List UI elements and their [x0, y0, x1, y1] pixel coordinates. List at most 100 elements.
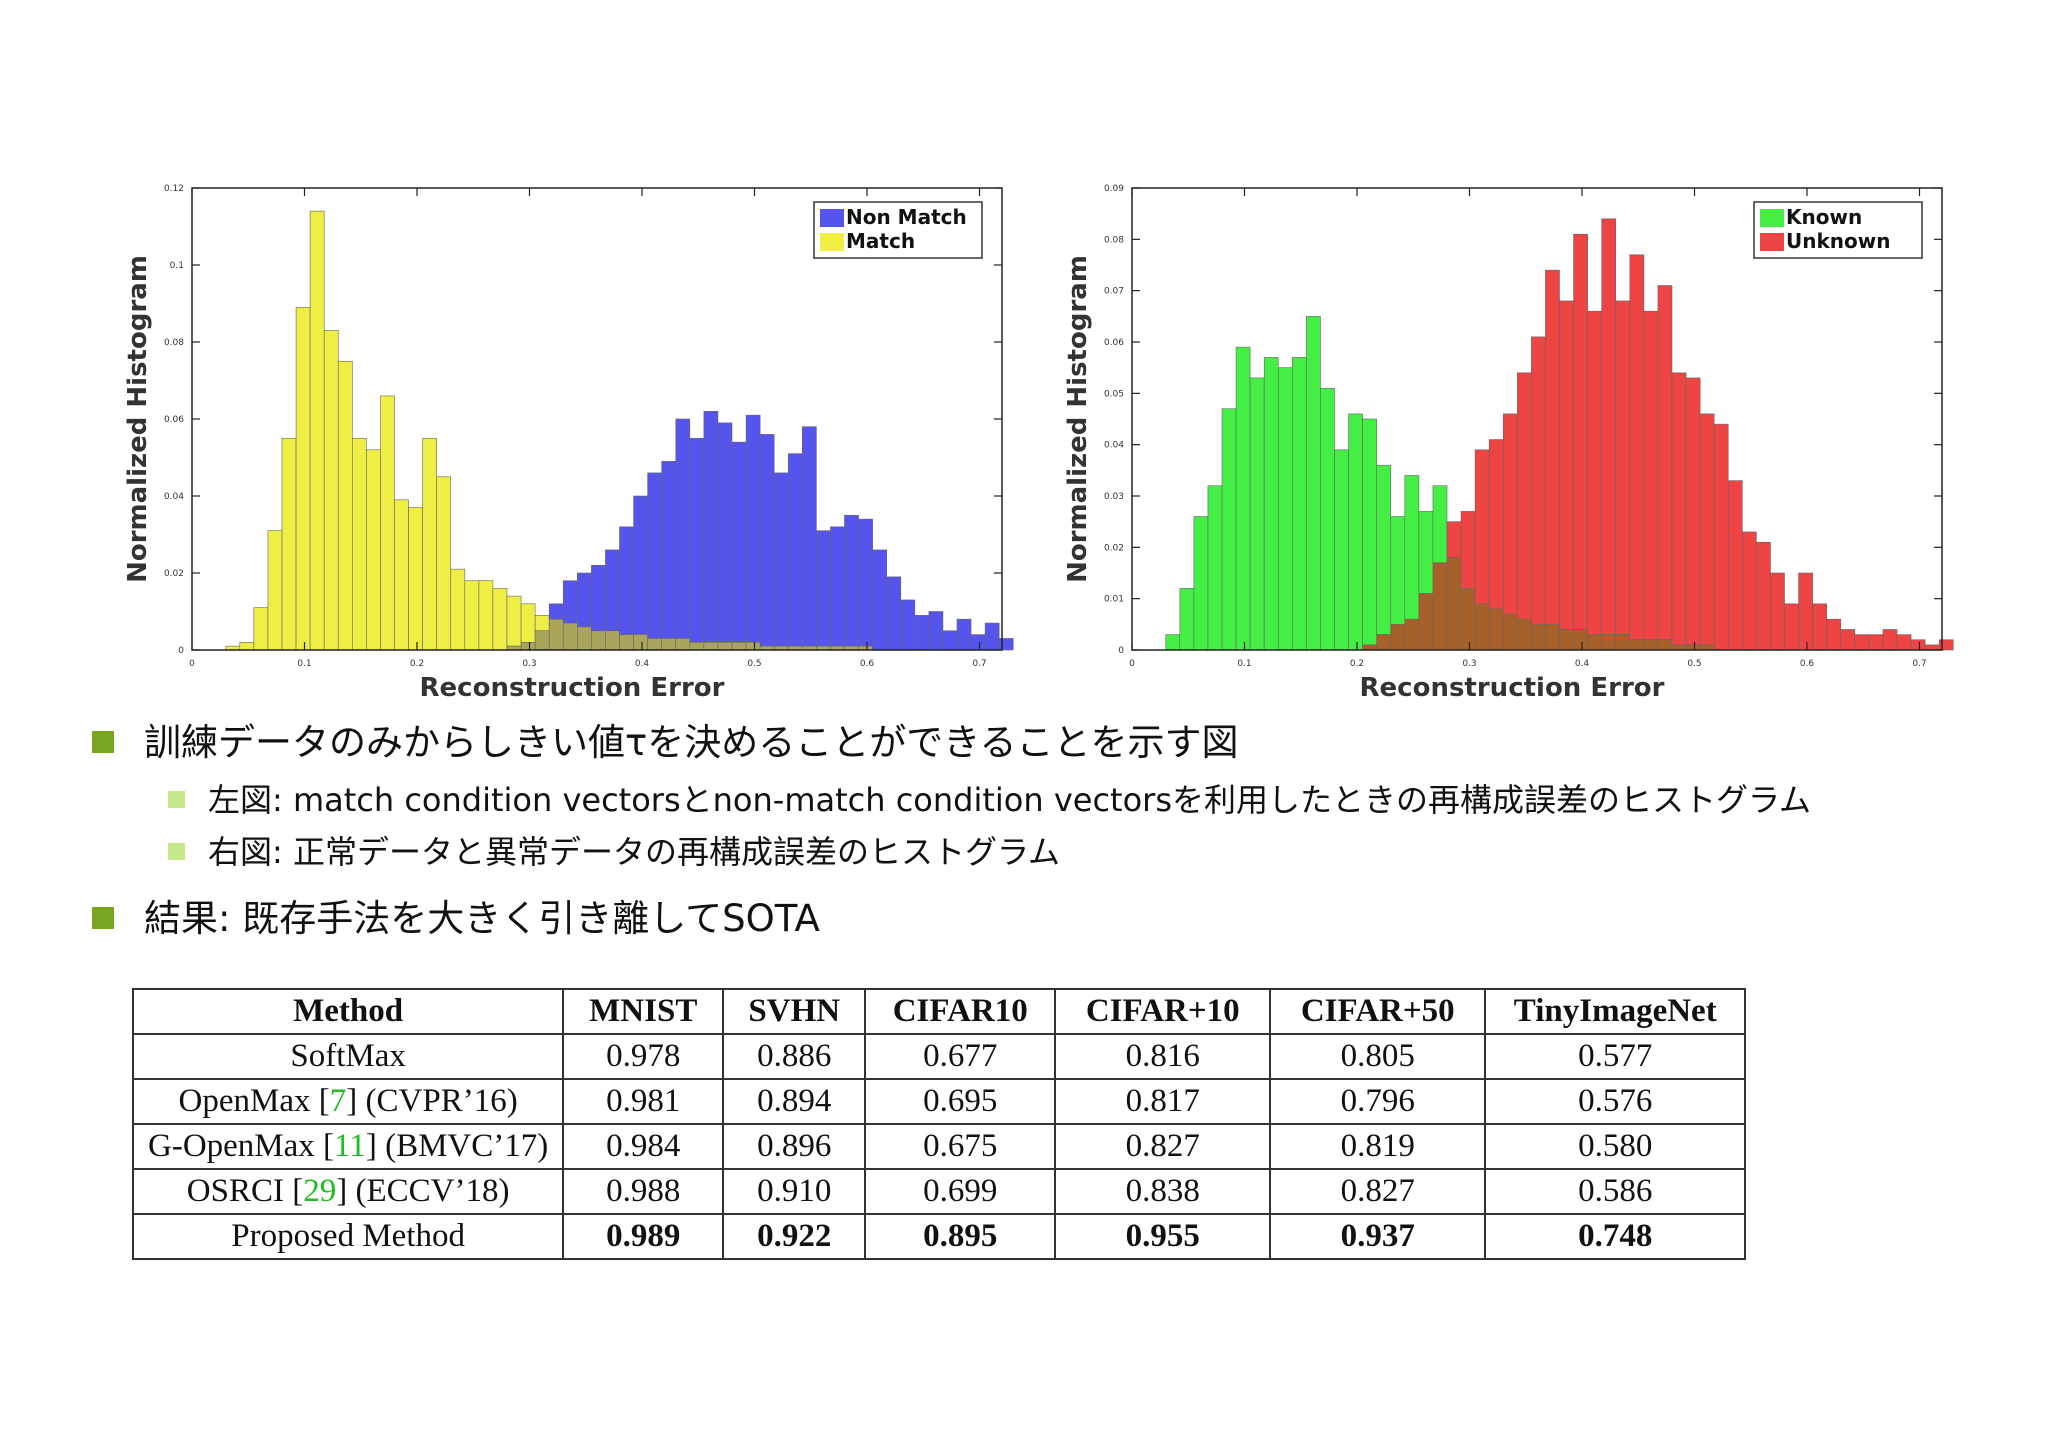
histogram-bar-known: [1221, 408, 1237, 651]
histogram-bar-known: [1277, 367, 1293, 651]
histogram-bar-match: [239, 641, 255, 651]
histogram-bar-known: [1376, 464, 1392, 635]
table-header-row: Method MNIST SVHN CIFAR10 CIFAR+10 CIFAR…: [131, 988, 1747, 1035]
histogram-bar-non-match: [773, 472, 789, 647]
score-cell: 0.981: [562, 1078, 725, 1125]
y-tick-label: 0.07: [1104, 287, 1124, 297]
histogram-bar-unknown: [1446, 521, 1462, 558]
y-tick-label: 0.04: [1104, 441, 1124, 451]
score-cell: 0.576: [1484, 1078, 1747, 1125]
histogram-bar-unknown: [1601, 218, 1617, 635]
x-tick-label: 0.5: [747, 659, 761, 669]
histogram-bar-match: [436, 476, 452, 651]
histogram-bar-match: [366, 449, 381, 651]
score-cell: 0.819: [1269, 1123, 1487, 1170]
bullet-result-text: 結果: 既存手法を大きく引き離してSOTA: [144, 897, 820, 940]
method-name: OpenMax: [178, 1083, 311, 1119]
best-score-cell: 0.748: [1484, 1213, 1747, 1260]
histogram-bar-overlap: [1559, 629, 1574, 651]
histogram-bar-non-match: [548, 603, 564, 620]
histogram-bar-known: [1292, 357, 1307, 651]
histogram-bar-overlap: [1460, 588, 1476, 651]
histogram-bar-match: [408, 507, 423, 651]
histogram-bar-overlap: [548, 618, 564, 651]
score-cell: 0.978: [562, 1033, 725, 1080]
histogram-bar-match: [478, 580, 494, 651]
legend-label: Non Match: [846, 205, 967, 229]
histogram-bar-non-match: [605, 549, 620, 632]
y-tick-label: 0.05: [1104, 389, 1124, 399]
histogram-bar-overlap: [1362, 644, 1377, 651]
method-cell: OpenMax [7] (CVPR’16): [131, 1078, 565, 1125]
citation-link[interactable]: 29: [303, 1173, 337, 1209]
histogram-bar-overlap: [1531, 624, 1546, 651]
histogram-bar-unknown: [1685, 377, 1701, 646]
score-cell: 0.894: [722, 1078, 867, 1125]
histogram-bar-overlap: [1699, 644, 1715, 651]
y-tick-label: 0: [1118, 646, 1124, 656]
histogram-bar-non-match: [577, 572, 592, 628]
histogram-bar-match: [380, 395, 395, 651]
histogram-bar-overlap: [605, 630, 620, 651]
x-tick-label: 0.3: [522, 659, 536, 669]
histogram-bar-known: [1179, 588, 1195, 651]
legend-swatch: [1760, 209, 1784, 227]
histogram-bar-overlap: [717, 641, 733, 651]
axes-frame: [1131, 187, 1943, 651]
legend-label: Known: [1786, 205, 1862, 229]
header-mnist: MNIST: [562, 988, 725, 1035]
histogram-bar-overlap: [661, 638, 677, 651]
y-tick-label: 0.03: [1104, 492, 1124, 502]
histogram-bar-match: [323, 330, 339, 651]
bullet-marker: [168, 791, 185, 808]
histogram-bar-match: [295, 307, 311, 651]
histogram-bar-overlap: [591, 630, 606, 651]
best-score-cell: 0.922: [722, 1213, 867, 1260]
citation-link[interactable]: 7: [329, 1083, 347, 1119]
y-axis-label: Normalized Histogram: [1063, 255, 1093, 583]
histogram-bar-overlap: [1657, 639, 1673, 651]
histogram-bar-non-match: [731, 441, 747, 643]
histogram-bar-known: [1249, 377, 1265, 651]
histogram-bar-known: [1320, 387, 1335, 651]
histogram-bar-unknown: [1559, 300, 1574, 630]
histogram-bar-non-match: [872, 549, 887, 651]
x-tick-label: 0.1: [1237, 659, 1251, 669]
bullet-list: 訓練データのみからしきい値τを決めることができることを示す図 左図: match…: [88, 712, 1988, 950]
y-tick-label: 0.06: [164, 415, 184, 425]
y-tick-label: 0.01: [1104, 595, 1124, 605]
x-tick-label: 0.4: [635, 659, 650, 669]
citation-link[interactable]: 11: [334, 1128, 366, 1164]
table-row: Proposed Method 0.989 0.922 0.895 0.955 …: [131, 1213, 1747, 1260]
x-tick-label: 0.6: [860, 659, 875, 669]
histogram-bar-known: [1334, 449, 1349, 651]
histogram-bar-non-match: [759, 434, 775, 647]
best-score-cell: 0.937: [1269, 1213, 1487, 1260]
y-tick-label: 0.08: [164, 338, 184, 348]
histogram-bar-unknown: [1910, 639, 1926, 651]
histogram-bar-overlap: [1601, 634, 1617, 651]
table-row: G-OpenMax [11] (BMVC’17) 0.984 0.896 0.6…: [131, 1123, 1747, 1170]
histogram-bar-match: [506, 595, 522, 647]
histogram-bar-unknown: [1756, 541, 1771, 651]
method-cell: Proposed Method: [131, 1213, 565, 1260]
histogram-chart-match: 0 0.1 0.2 0.3 0.4 0.5 0.6 0.7 0 0.02 0.04 0.06 0.08 0…: [123, 184, 1014, 703]
x-tick-label: 0.4: [1575, 659, 1590, 669]
score-cell: 0.988: [562, 1168, 725, 1215]
x-tick-label: 0: [1129, 659, 1135, 669]
y-tick-label: 0.04: [164, 492, 184, 502]
y-tick-label: 0.1: [170, 261, 184, 271]
bullet-sub-right: 右図: 正常データと異常データの再構成誤差のヒストグラム: [88, 826, 1988, 878]
header-cifar10: CIFAR10: [864, 988, 1057, 1035]
histogram-bar-match: [394, 499, 409, 651]
histogram-bar-overlap: [1671, 644, 1687, 651]
histogram-bar-overlap: [1573, 629, 1588, 651]
y-tick-label: 0.02: [1104, 543, 1124, 553]
histogram-bar-known: [1362, 418, 1377, 646]
histogram-bar-unknown: [1798, 572, 1813, 651]
histogram-bar-unknown: [1770, 572, 1785, 651]
x-tick-label: 0.5: [1687, 659, 1701, 669]
legend-label: Unknown: [1786, 229, 1890, 253]
histogram-bar-overlap: [1418, 593, 1434, 651]
